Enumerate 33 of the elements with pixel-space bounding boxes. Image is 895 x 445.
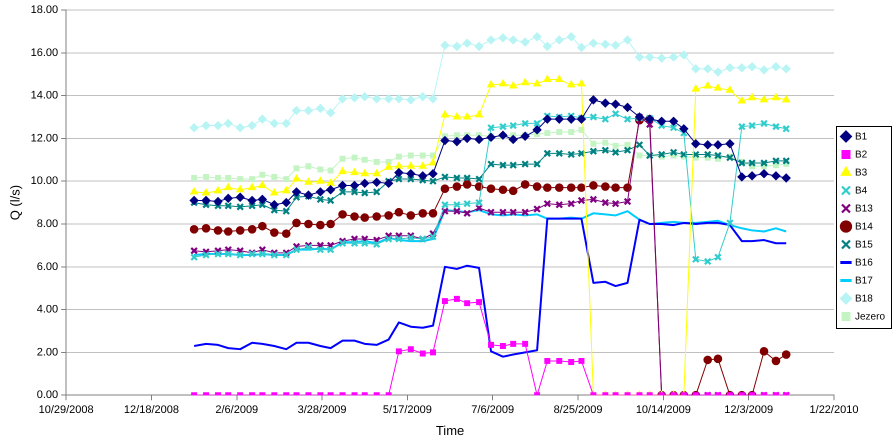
x-axis-title: Time — [436, 422, 464, 438]
legend-label: Jezero — [854, 311, 886, 322]
x-tick-label: 10/29/2008 — [38, 404, 94, 416]
legend-label: B2 — [854, 149, 868, 160]
legend-label: B1 — [854, 131, 868, 142]
y-tick-label: 8.00 — [36, 218, 58, 230]
y-tick-label: 16.00 — [30, 46, 58, 59]
y-tick-label: 0.00 — [36, 389, 58, 402]
x-tick-label: 1/22/2010 — [810, 404, 858, 416]
x-tick-label: 10/14/2009 — [636, 404, 691, 416]
legend-label: B14 — [854, 221, 874, 232]
y-tick-label: 18.00 — [30, 4, 58, 16]
legend-label: B15 — [854, 239, 874, 250]
x-tick-label: 3/28/2009 — [298, 404, 347, 416]
y-tick-label: 6.00 — [36, 260, 58, 273]
x-tick-label: 12/3/2009 — [724, 404, 774, 416]
y-tick-label: 12.00 — [30, 132, 58, 144]
legend-label: B4 — [854, 185, 868, 196]
x-tick-label: 8/25/2009 — [554, 404, 602, 416]
x-tick-label: 2/6/2009 — [215, 404, 258, 416]
legend-label: B13 — [854, 203, 874, 214]
x-tick-label: 7/6/2009 — [471, 404, 514, 416]
x-tick-label: 5/17/2009 — [382, 404, 432, 416]
y-tick-label: 14.00 — [30, 90, 58, 102]
legend-label: B16 — [854, 257, 874, 268]
x-tick-label: 12/18/2008 — [124, 404, 179, 416]
y-tick-label: 4.00 — [36, 304, 58, 316]
legend-label: B18 — [854, 293, 874, 304]
legend-label: B17 — [854, 275, 874, 286]
legend-label: B3 — [854, 167, 868, 178]
y-axis-title: Q (l/s) — [7, 184, 22, 220]
y-tick-label: 2.00 — [36, 346, 58, 358]
y-tick-label: 10.00 — [30, 175, 58, 188]
